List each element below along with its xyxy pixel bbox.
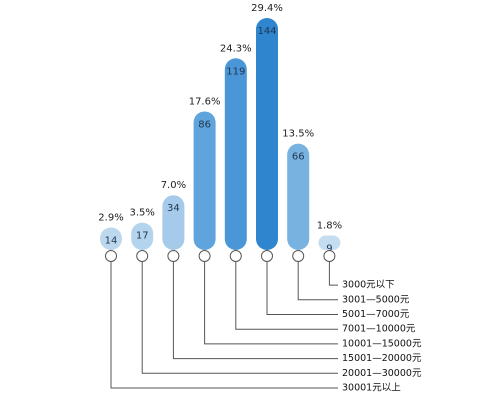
bar [131, 222, 154, 250]
connector-line [328, 261, 338, 286]
bar-value: 17 [136, 231, 149, 242]
bar [193, 111, 216, 250]
percent-label: 24.3% [220, 43, 252, 54]
connector-line [297, 261, 338, 301]
connector-dot [229, 250, 242, 262]
connector-line [141, 261, 338, 374]
category-label: 7001—10000元 [342, 324, 416, 335]
bar-value: 119 [226, 66, 245, 77]
category-label: 20001—30000元 [342, 368, 422, 379]
connector-line [172, 261, 338, 360]
connector-line [204, 261, 338, 345]
bar-value: 86 [198, 119, 211, 130]
bar [318, 235, 341, 250]
bar [287, 143, 310, 250]
percent-label: 17.6% [189, 96, 221, 107]
bar-value: 144 [257, 26, 276, 37]
category-label: 3001—5000元 [342, 294, 410, 305]
connector-dot [261, 250, 273, 262]
bar [256, 18, 278, 250]
connector-dot [167, 250, 180, 262]
percent-label: 1.8% [317, 221, 342, 232]
percent-label: 13.5% [282, 129, 314, 140]
bar-value: 14 [105, 235, 118, 246]
percent-label: 3.5% [129, 208, 154, 219]
connector-line [235, 261, 338, 330]
percent-label: 7.0% [161, 180, 186, 191]
bar-value: 66 [292, 152, 305, 163]
category-label: 10001—15000元 [342, 338, 422, 349]
connector-line [266, 261, 338, 315]
category-label: 30001元以上 [342, 383, 401, 394]
category-label: 3000元以下 [342, 280, 395, 291]
bar-value: 34 [167, 203, 180, 214]
percent-label: 2.9% [98, 212, 123, 223]
connector-dot [105, 250, 117, 262]
connector-line [110, 261, 338, 389]
connector-dot [198, 250, 211, 262]
bar-value: 9 [326, 244, 332, 255]
connector-dot [292, 250, 305, 262]
bar [162, 195, 185, 250]
connector-dot [323, 250, 336, 262]
connector-dot [136, 250, 149, 262]
category-label: 15001—20000元 [342, 353, 422, 364]
category-label: 5001—7000元 [342, 309, 410, 320]
bar [224, 58, 247, 251]
percent-label: 29.4% [251, 3, 283, 14]
bar [100, 227, 122, 250]
